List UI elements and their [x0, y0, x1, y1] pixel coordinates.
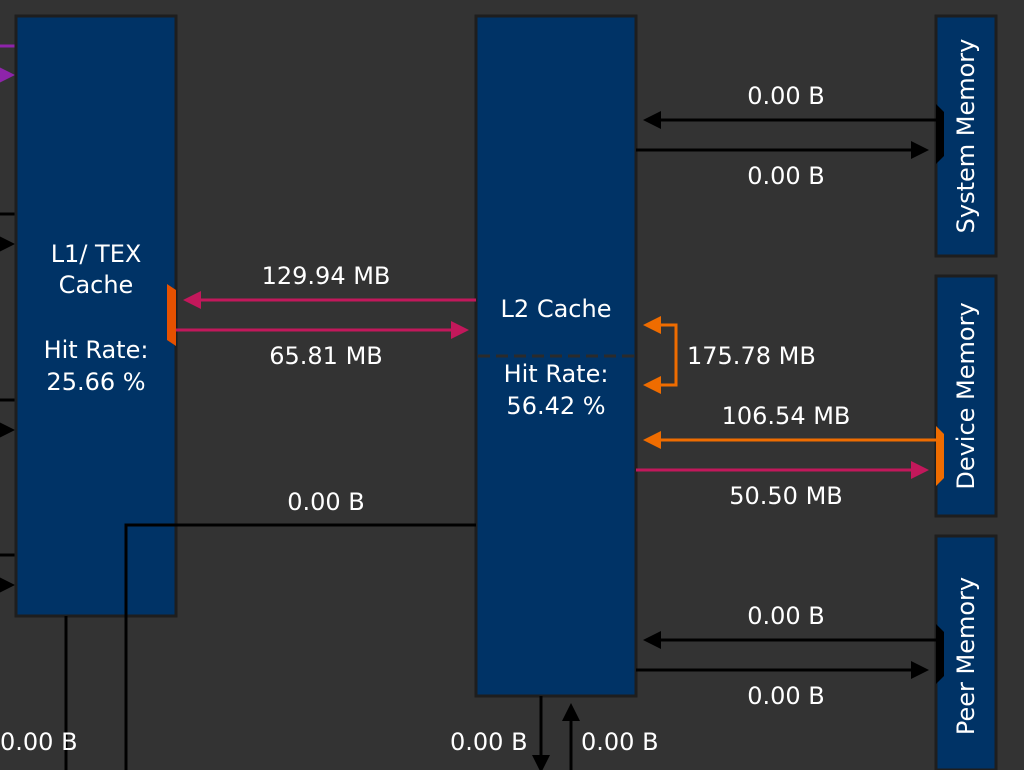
l1-to-l2-value: 65.81 MB: [269, 342, 383, 370]
l2-to-sys-value: 0.00 B: [747, 162, 825, 190]
l2-bottom-out-value: 0.00 B: [450, 728, 528, 756]
peer-to-l2-value: 0.00 B: [747, 602, 825, 630]
sys-to-l2-value: 0.00 B: [747, 82, 825, 110]
l2-bottom-bus-link[interactable]: [124, 523, 476, 770]
dev-to-l2-value: 106.54 MB: [721, 402, 851, 430]
peer-memory-port: [936, 624, 944, 684]
l1-hit-value: 25.66 %: [46, 368, 146, 396]
peer-memory-block[interactable]: [934, 534, 998, 770]
peer-memory-label: Peer Memory: [952, 576, 980, 736]
l2-to-peer-value: 0.00 B: [747, 682, 825, 710]
l2-bottom-in-value: 0.00 B: [581, 728, 659, 756]
system-memory-label: System Memory: [952, 38, 980, 234]
l2-loop-link[interactable]: [643, 323, 678, 394]
system-memory-block[interactable]: [934, 14, 998, 258]
l2-hit-label: Hit Rate:: [503, 360, 609, 388]
l1-bottom-bus-value: 0.00 B: [287, 488, 365, 516]
system-memory-port: [936, 104, 944, 164]
l1-port-orange: [167, 284, 176, 346]
l1-tex-cache-block[interactable]: [14, 14, 178, 618]
l2-to-dev-value: 50.50 MB: [729, 482, 843, 510]
l2-hit-value: 56.42 %: [506, 392, 606, 420]
l2-to-l1-value: 129.94 MB: [261, 262, 391, 290]
l2-loop-value: 175.78 MB: [687, 342, 816, 370]
l1-hit-label: Hit Rate:: [43, 336, 149, 364]
device-memory-port: [936, 426, 944, 486]
l2-title: L2 Cache: [500, 295, 612, 323]
l1-title-line2: Cache: [58, 271, 134, 299]
l1-left-bottom-value: 0.00 B: [0, 728, 78, 756]
device-memory-label: Device Memory: [952, 302, 980, 490]
l1-title-line1: L1/ TEX: [50, 240, 142, 268]
device-memory-block[interactable]: [934, 274, 998, 518]
